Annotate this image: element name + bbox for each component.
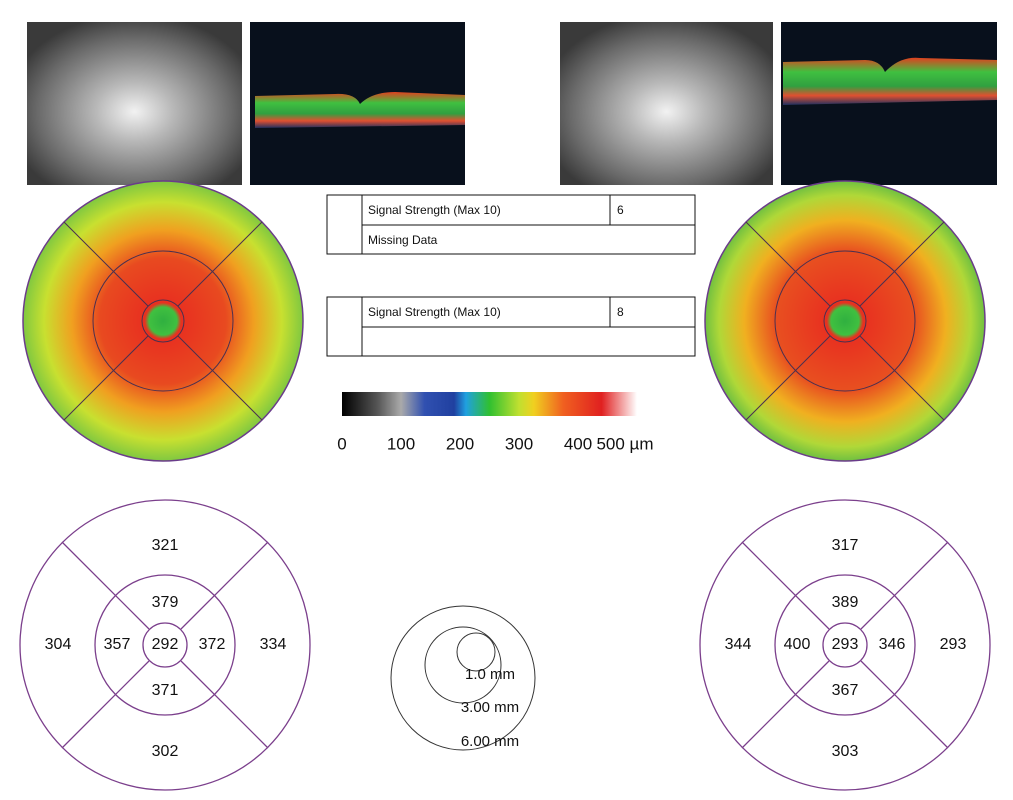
thickness-grid: [19, 499, 311, 791]
thickness-value: 346: [879, 636, 906, 653]
thickness-value: 379: [152, 594, 179, 611]
scale-tick-label: 0: [337, 434, 346, 453]
thickness-value: 389: [832, 594, 859, 611]
thickness-value: 292: [152, 636, 179, 653]
signal-panel: [326, 296, 696, 357]
scale-tick-label: 500 µm: [596, 434, 653, 453]
scale-tick-label: 100: [387, 434, 415, 453]
scale-tick-label: 200: [446, 434, 474, 453]
oct-layer: [783, 57, 997, 105]
thickness-value: 367: [832, 682, 859, 699]
ring-legend: [390, 605, 536, 751]
signal-panel: [326, 194, 696, 255]
scale-ticks: 0 100 200 300 400 500 µm: [337, 434, 653, 453]
thickness-value: 357: [104, 636, 131, 653]
thickness-map: [22, 180, 304, 462]
ring-label: 6.00 mm: [461, 733, 519, 750]
thickness-value: 302: [152, 743, 179, 760]
thickness-value: 321: [152, 537, 179, 554]
thickness-value: 400: [784, 636, 811, 653]
thickness-value: 293: [940, 636, 967, 653]
thickness-value: 371: [152, 682, 179, 699]
signal-note: Missing Data: [368, 233, 438, 247]
signal-label: Signal Strength (Max 10): [368, 203, 501, 217]
thickness-map: [704, 180, 986, 462]
fundus-image: [27, 22, 242, 185]
scale-tick-label: 300: [505, 434, 533, 453]
grid-labels: 321 379 304 357 292 372 334 371 302 317 389 344 400 2…: [45, 537, 967, 760]
thickness-value: 372: [199, 636, 226, 653]
color-scale: [342, 392, 637, 416]
thickness-value: 303: [832, 743, 859, 760]
thickness-value: 344: [725, 636, 752, 653]
signal-value: 8: [617, 305, 624, 319]
fundus-image: [560, 22, 773, 185]
oct-layer: [255, 92, 465, 128]
thickness-value: 334: [260, 636, 287, 653]
ring-label: 1.0 mm: [465, 666, 515, 683]
thickness-value: 304: [45, 636, 72, 653]
signal-label: Signal Strength (Max 10): [368, 305, 501, 319]
thickness-value: 317: [832, 537, 859, 554]
ring-label: 3.00 mm: [461, 699, 519, 716]
thickness-grid: [699, 499, 991, 791]
scale-tick-label: 400: [564, 434, 592, 453]
thickness-value: 293: [832, 636, 859, 653]
signal-value: 6: [617, 203, 624, 217]
